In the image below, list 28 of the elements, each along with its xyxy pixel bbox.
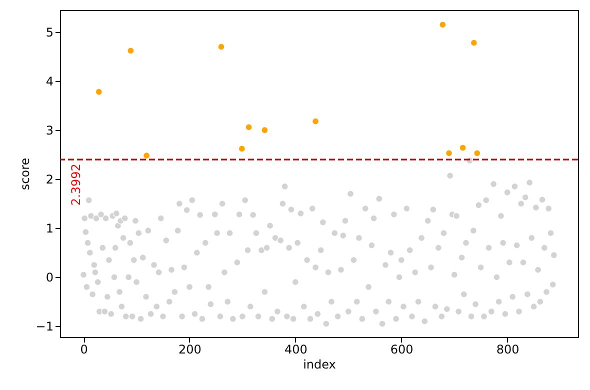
point bbox=[245, 124, 252, 131]
y-tick-label: 1 bbox=[46, 222, 54, 236]
x-axis-title: index bbox=[303, 358, 336, 372]
point bbox=[439, 21, 446, 28]
x-tick-label: 400 bbox=[284, 342, 308, 356]
point bbox=[238, 145, 246, 152]
x-tick-label: 600 bbox=[390, 342, 414, 356]
y-tick-label: 3 bbox=[46, 124, 54, 138]
y-tick-label: 5 bbox=[46, 26, 54, 40]
point bbox=[95, 88, 102, 96]
point bbox=[127, 47, 134, 54]
point bbox=[474, 150, 481, 157]
point bbox=[218, 43, 225, 50]
y-tick-label: −1 bbox=[36, 320, 54, 334]
x-tick-label: 0 bbox=[80, 342, 88, 356]
point bbox=[470, 39, 478, 46]
y-tick-label: 4 bbox=[46, 74, 54, 89]
point bbox=[143, 152, 150, 160]
y-tick-label: 2 bbox=[46, 172, 54, 187]
y-tick-label: 0 bbox=[46, 270, 54, 285]
point bbox=[261, 126, 268, 134]
y-axis-title: score bbox=[18, 158, 32, 190]
x-tick-label: 800 bbox=[496, 342, 520, 356]
point bbox=[312, 118, 320, 125]
ref-line-label: 2.3992 bbox=[69, 164, 83, 206]
point bbox=[459, 144, 466, 152]
x-tick-label: 200 bbox=[178, 342, 202, 356]
point bbox=[446, 150, 453, 157]
